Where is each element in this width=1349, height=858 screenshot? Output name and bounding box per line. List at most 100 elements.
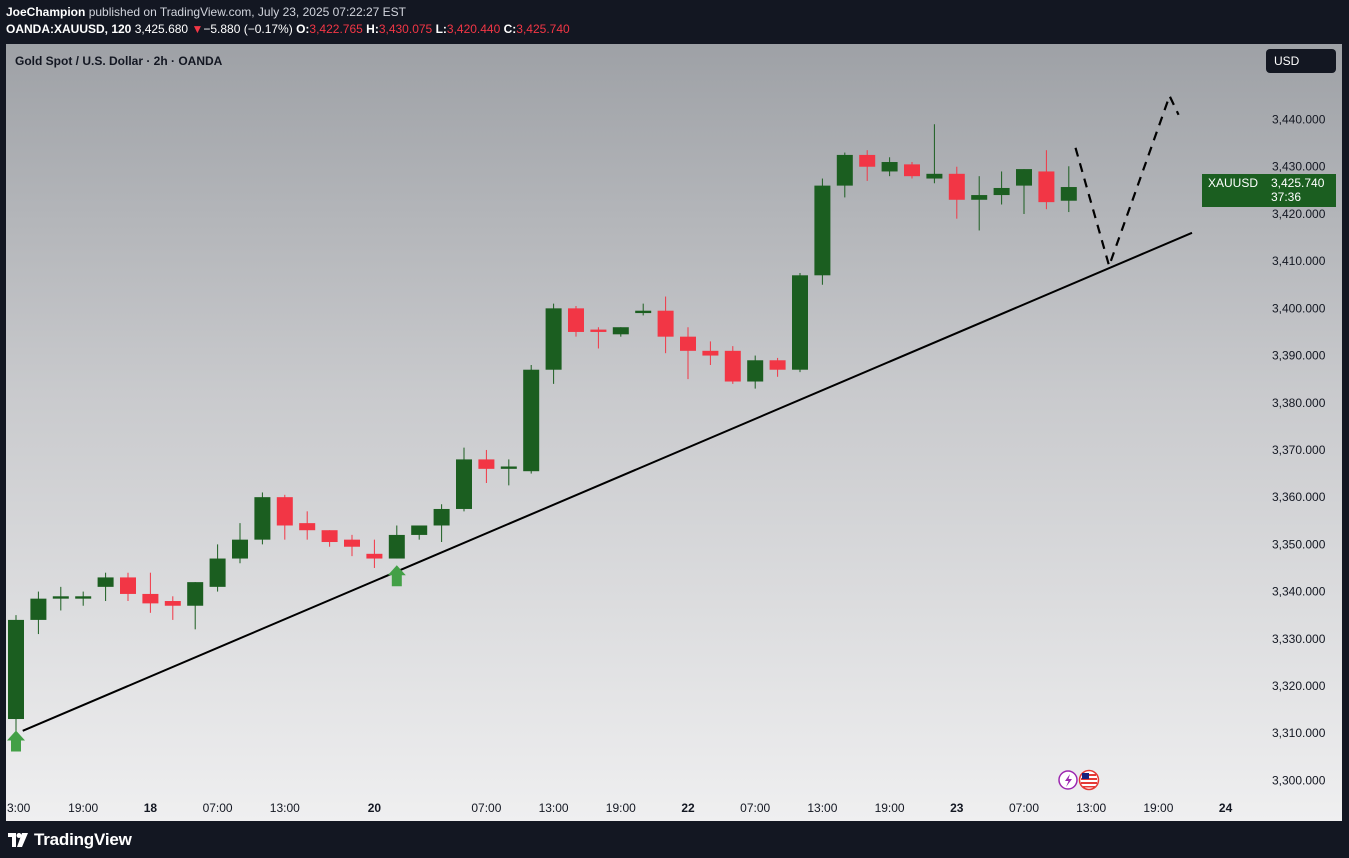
candle-body: [344, 539, 360, 547]
candle-body: [993, 187, 1010, 196]
candle-body: [971, 195, 988, 200]
candle[interactable]: [456, 447, 472, 512]
y-axis-tick-label: 3,300.000: [1272, 773, 1326, 787]
candle-body: [1016, 169, 1032, 186]
candle[interactable]: [478, 449, 495, 484]
candle[interactable]: [232, 523, 248, 564]
x-axis-tick-label: 13:00: [807, 801, 837, 815]
candle-body: [120, 577, 136, 594]
chart-pane[interactable]: Gold Spot / U.S. Dollar · 2h · OANDA 3,3…: [6, 44, 1342, 821]
candle[interactable]: [388, 525, 405, 559]
y-axis-tick-label: 3,430.000: [1272, 160, 1326, 174]
projection-path[interactable]: [1074, 93, 1180, 270]
candle[interactable]: [120, 572, 136, 602]
author-name[interactable]: JoeChampion: [6, 5, 86, 19]
currency-button[interactable]: USD: [1266, 49, 1336, 73]
candle-body: [814, 185, 831, 276]
candle[interactable]: [97, 572, 114, 602]
candle[interactable]: [1016, 169, 1032, 214]
candle[interactable]: [344, 534, 360, 557]
y-axis-tick-label: 3,410.000: [1272, 254, 1326, 268]
candle[interactable]: [948, 166, 965, 219]
candle[interactable]: [859, 150, 876, 181]
candle-body: [164, 601, 181, 606]
buy-arrow-icon: [387, 565, 406, 587]
candle[interactable]: [75, 591, 92, 606]
candle[interactable]: [1060, 166, 1077, 213]
candle[interactable]: [680, 327, 696, 380]
candle[interactable]: [792, 272, 808, 373]
candle[interactable]: [321, 530, 338, 547]
candle-body: [747, 360, 764, 382]
candle-body: [724, 350, 741, 382]
candle[interactable]: [164, 596, 181, 620]
change-arrow-icon: ▼: [191, 22, 204, 36]
y-axis-tick-label: 3,350.000: [1272, 537, 1326, 551]
candle[interactable]: [904, 162, 920, 179]
candle[interactable]: [523, 364, 540, 474]
candle-body: [702, 350, 719, 356]
candlestick-chart[interactable]: Gold Spot / U.S. Dollar · 2h · OANDA 3,3…: [6, 44, 1342, 821]
x-axis-tick-label: 13:00: [270, 801, 300, 815]
x-axis-tick-label: 19:00: [606, 801, 636, 815]
price-tag-value: 3,425.740: [1271, 176, 1325, 190]
flag-stripe: [1081, 782, 1097, 784]
price-change: −5.880 (−0.17%): [203, 22, 293, 36]
candle[interactable]: [1038, 150, 1055, 210]
candle[interactable]: [276, 494, 293, 540]
trendline[interactable]: [22, 231, 1193, 732]
candle[interactable]: [142, 572, 159, 613]
candle-body: [635, 310, 652, 314]
candle[interactable]: [881, 157, 898, 177]
candle[interactable]: [545, 303, 562, 384]
candle[interactable]: [8, 615, 24, 734]
candle-body: [411, 525, 428, 535]
x-axis-tick-label: 19:00: [68, 801, 98, 815]
candle[interactable]: [366, 539, 383, 568]
candle-body: [1038, 171, 1055, 203]
candle[interactable]: [433, 504, 450, 543]
x-axis-tick-label: 07:00: [740, 801, 770, 815]
candle-body: [388, 534, 405, 559]
candle[interactable]: [635, 303, 652, 316]
candle[interactable]: [52, 586, 69, 611]
candle[interactable]: [411, 525, 428, 540]
candle[interactable]: [590, 327, 607, 349]
candle[interactable]: [612, 327, 629, 337]
candle[interactable]: [299, 511, 316, 540]
candle[interactable]: [814, 178, 831, 285]
event-icons[interactable]: [1058, 769, 1100, 791]
candle[interactable]: [187, 582, 204, 630]
candle[interactable]: [568, 305, 584, 337]
candle-body: [209, 558, 226, 587]
y-axis-tick-label: 3,420.000: [1272, 207, 1326, 221]
candle[interactable]: [993, 171, 1010, 205]
x-axis-tick-label: 13:00: [1076, 801, 1106, 815]
close-value: 3,425.740: [516, 22, 570, 36]
x-axis-tick-label: 13:00: [539, 801, 569, 815]
candle[interactable]: [926, 124, 943, 184]
candle[interactable]: [30, 591, 47, 635]
y-axis-tick-label: 3,360.000: [1272, 490, 1326, 504]
candle[interactable]: [971, 176, 988, 231]
candle[interactable]: [657, 296, 674, 354]
published-text: published on TradingView.com, July 23, 2…: [88, 5, 407, 19]
high-label: H:: [366, 22, 379, 36]
candle-body: [657, 310, 674, 337]
symbol-interval: OANDA:XAUUSD, 120: [6, 22, 132, 36]
x-axis-tick-label: 22: [681, 801, 695, 815]
candle[interactable]: [769, 357, 786, 377]
tradingview-footer[interactable]: TradingView: [8, 829, 132, 851]
candle-body: [568, 308, 584, 332]
candle-body: [433, 508, 450, 526]
candle[interactable]: [209, 544, 226, 592]
candle[interactable]: [500, 459, 517, 486]
candle[interactable]: [724, 346, 741, 384]
low-label: L:: [435, 22, 447, 36]
candle[interactable]: [747, 355, 764, 389]
candle-body: [478, 459, 495, 469]
candle[interactable]: [836, 152, 853, 198]
candle[interactable]: [254, 492, 271, 545]
y-axis-tick-label: 3,440.000: [1272, 113, 1326, 127]
candle[interactable]: [702, 341, 719, 365]
